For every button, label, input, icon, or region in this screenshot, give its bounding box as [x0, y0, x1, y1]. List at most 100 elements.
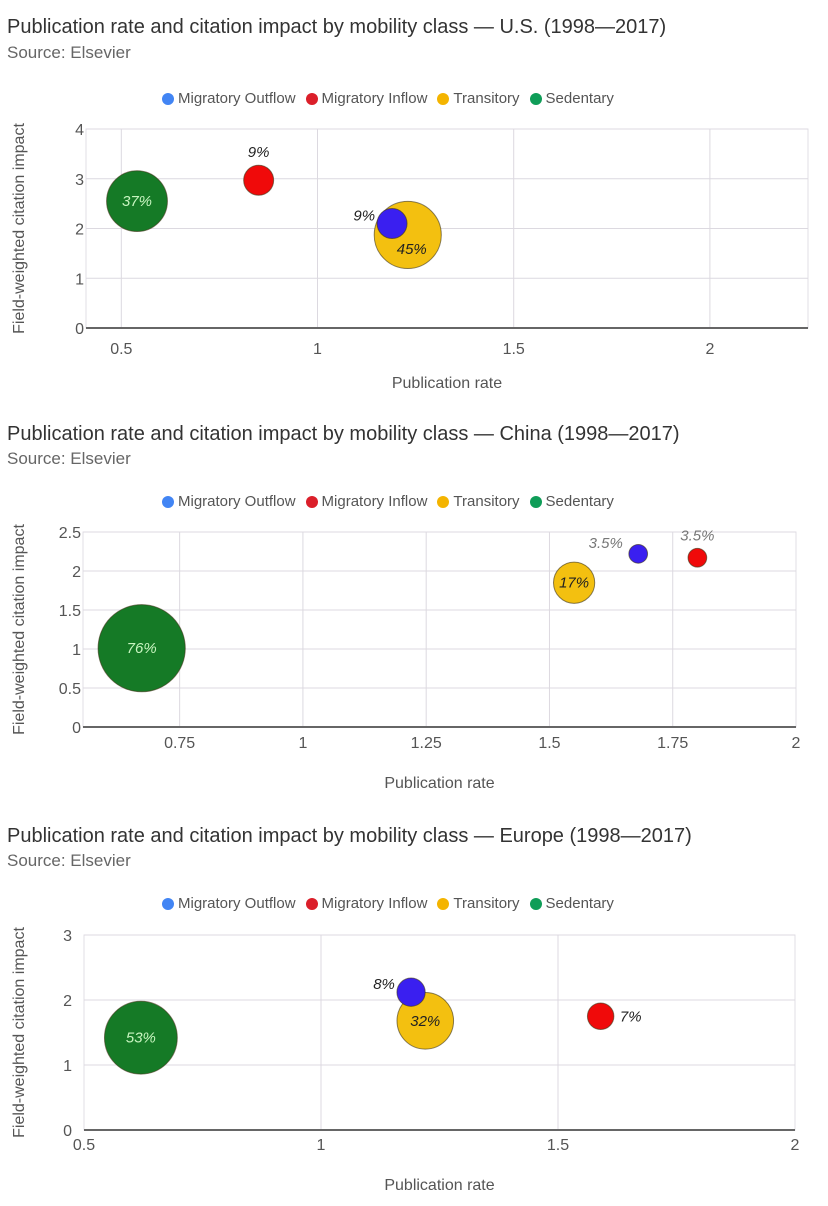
bubble-data-label: 53%: [126, 1030, 156, 1047]
chart-legend: Migratory Outflow Migratory Inflow Trans…: [162, 895, 624, 912]
bubble-chart-us: 0 1 2 3 4 0.5 1 1.5 2 Publication rate Field-weigh…: [11, 122, 809, 392]
x-tick-label: 1.5: [503, 341, 525, 358]
legend-label: Transitory: [453, 493, 520, 510]
x-tick-label: 1: [317, 1137, 326, 1154]
chart-subtitle: Source: Elsevier: [7, 43, 131, 62]
x-tick-label: 2: [792, 735, 801, 752]
legend-dot-icon: [529, 897, 542, 910]
legend-dot-icon: [162, 495, 174, 508]
y-axis-label: Field-weighted citation impact: [11, 123, 28, 334]
bubble-sedentary: [106, 170, 168, 233]
legend-item-sedentary[interactable]: Sedentary: [529, 895, 614, 912]
y-tick-label: 3: [63, 928, 72, 945]
y-tick-label: 2: [72, 564, 81, 581]
bubble-data-label: 8%: [373, 976, 395, 993]
bubble-data-label: 45%: [397, 241, 427, 258]
bubble-data-label: 7%: [620, 1008, 642, 1025]
bubble-chart-china: 0 0.5 1 1.5 2 2.5 0.75 1 1.25 1.5 1.75 2 Publication…: [11, 524, 801, 792]
chart-subtitle: Source: Elsevier: [7, 851, 131, 870]
legend-item-sedentary[interactable]: Sedentary: [529, 493, 614, 510]
y-tick-label: 0: [75, 321, 84, 338]
y-tick-label: 0.5: [59, 681, 81, 698]
x-tick-label: 1: [313, 341, 322, 358]
x-tick-label: 2: [791, 1137, 800, 1154]
y-axis-label: Field-weighted citation impact: [11, 927, 28, 1138]
x-tick-label: 0.75: [164, 735, 195, 752]
bubble-data-label: 32%: [410, 1013, 440, 1030]
legend-label: Migratory Outflow: [178, 895, 296, 912]
legend-label: Migratory Outflow: [178, 493, 296, 510]
legend-label: Migratory Inflow: [321, 493, 428, 510]
legend-item-transitory[interactable]: Transitory: [437, 90, 520, 107]
legend-item-migratory-outflow[interactable]: Migratory Outflow: [162, 895, 296, 912]
bubble-transitory: [552, 561, 596, 604]
y-tick-label: 2: [63, 993, 72, 1010]
bubble-data-label: 3.5%: [589, 535, 623, 552]
legend-label: Transitory: [453, 90, 520, 107]
x-tick-label: 0.5: [73, 1137, 95, 1154]
legend-dot-icon: [162, 92, 174, 105]
chart-panel-us: Publication rate and citation impact by …: [0, 0, 828, 410]
bubble-sedentary: [97, 604, 186, 693]
legend-dot-icon: [437, 495, 450, 508]
x-tick-label: 1: [298, 735, 307, 752]
legend-label: Sedentary: [545, 895, 614, 912]
chart-title: Publication rate and citation impact by …: [7, 825, 692, 847]
legend-label: Sedentary: [545, 493, 614, 510]
legend-item-migratory-inflow[interactable]: Migratory Inflow: [305, 90, 427, 107]
y-axis-label: Field-weighted citation impact: [11, 524, 28, 735]
bubble-migratory-outflow: [628, 543, 649, 564]
bubble-migratory-inflow: [243, 164, 275, 196]
legend-item-migratory-inflow[interactable]: Migratory Inflow: [305, 895, 428, 912]
legend-label: Transitory: [453, 895, 520, 912]
legend-item-transitory[interactable]: Transitory: [437, 895, 520, 912]
chart-title: Publication rate and citation impact by …: [7, 423, 680, 445]
x-axis-label: Publication rate: [384, 1177, 494, 1194]
legend-dot-icon: [305, 897, 318, 910]
legend-label: Migratory Outflow: [178, 90, 296, 107]
chart-panel-china: Publication rate and citation impact by …: [7, 423, 801, 792]
bubble-data-label: 17%: [559, 575, 589, 592]
x-tick-label: 1.25: [411, 735, 442, 752]
y-tick-label: 3: [75, 172, 84, 189]
bubble-data-label: 3.5%: [680, 527, 714, 544]
legend-dot-icon: [162, 897, 174, 910]
bubble-data-label: 9%: [353, 208, 375, 225]
legend-dot-icon: [529, 92, 542, 105]
y-tick-label: 4: [75, 122, 84, 139]
y-tick-label: 1: [63, 1058, 72, 1075]
legend-label: Sedentary: [545, 90, 614, 107]
legend-item-migratory-outflow[interactable]: Migratory Outflow: [162, 493, 296, 510]
legend-dot-icon: [437, 897, 450, 910]
legend-item-transitory[interactable]: Transitory: [437, 493, 520, 510]
legend-dot-icon: [305, 495, 318, 508]
y-tick-label: 0: [72, 720, 81, 737]
y-tick-label: 1: [72, 642, 81, 659]
bubble-migratory-inflow: [586, 1002, 615, 1030]
y-tick-label: 2: [75, 222, 84, 239]
legend-item-migratory-outflow[interactable]: Migratory Outflow: [162, 90, 296, 107]
x-axis-label: Publication rate: [392, 375, 502, 392]
bubble-sedentary: [103, 1000, 178, 1075]
legend-item-migratory-inflow[interactable]: Migratory Inflow: [305, 493, 428, 510]
legend-dot-icon: [437, 92, 450, 105]
legend-dot-icon: [305, 92, 318, 105]
x-tick-label: 1.5: [538, 735, 560, 752]
chart-title: Publication rate and citation impact by …: [7, 16, 667, 38]
bubble-migratory-inflow: [687, 547, 708, 568]
legend-item-sedentary[interactable]: Sedentary: [529, 90, 614, 107]
x-tick-label: 1.5: [547, 1137, 569, 1154]
x-tick-label: 2: [705, 341, 714, 358]
y-tick-label: 0: [63, 1123, 72, 1140]
bubble-data-label: 76%: [127, 640, 157, 657]
y-tick-label: 1: [75, 271, 84, 288]
chart-subtitle: Source: Elsevier: [7, 449, 131, 468]
chart-legend: Migratory Outflow Migratory Inflow Trans…: [162, 90, 624, 107]
bubble-migratory-outflow: [396, 977, 426, 1007]
legend-label: Migratory Inflow: [321, 895, 428, 912]
y-tick-label: 1.5: [59, 603, 81, 620]
bubble-migratory-outflow: [376, 208, 408, 240]
bubble-data-label: 37%: [122, 193, 152, 210]
